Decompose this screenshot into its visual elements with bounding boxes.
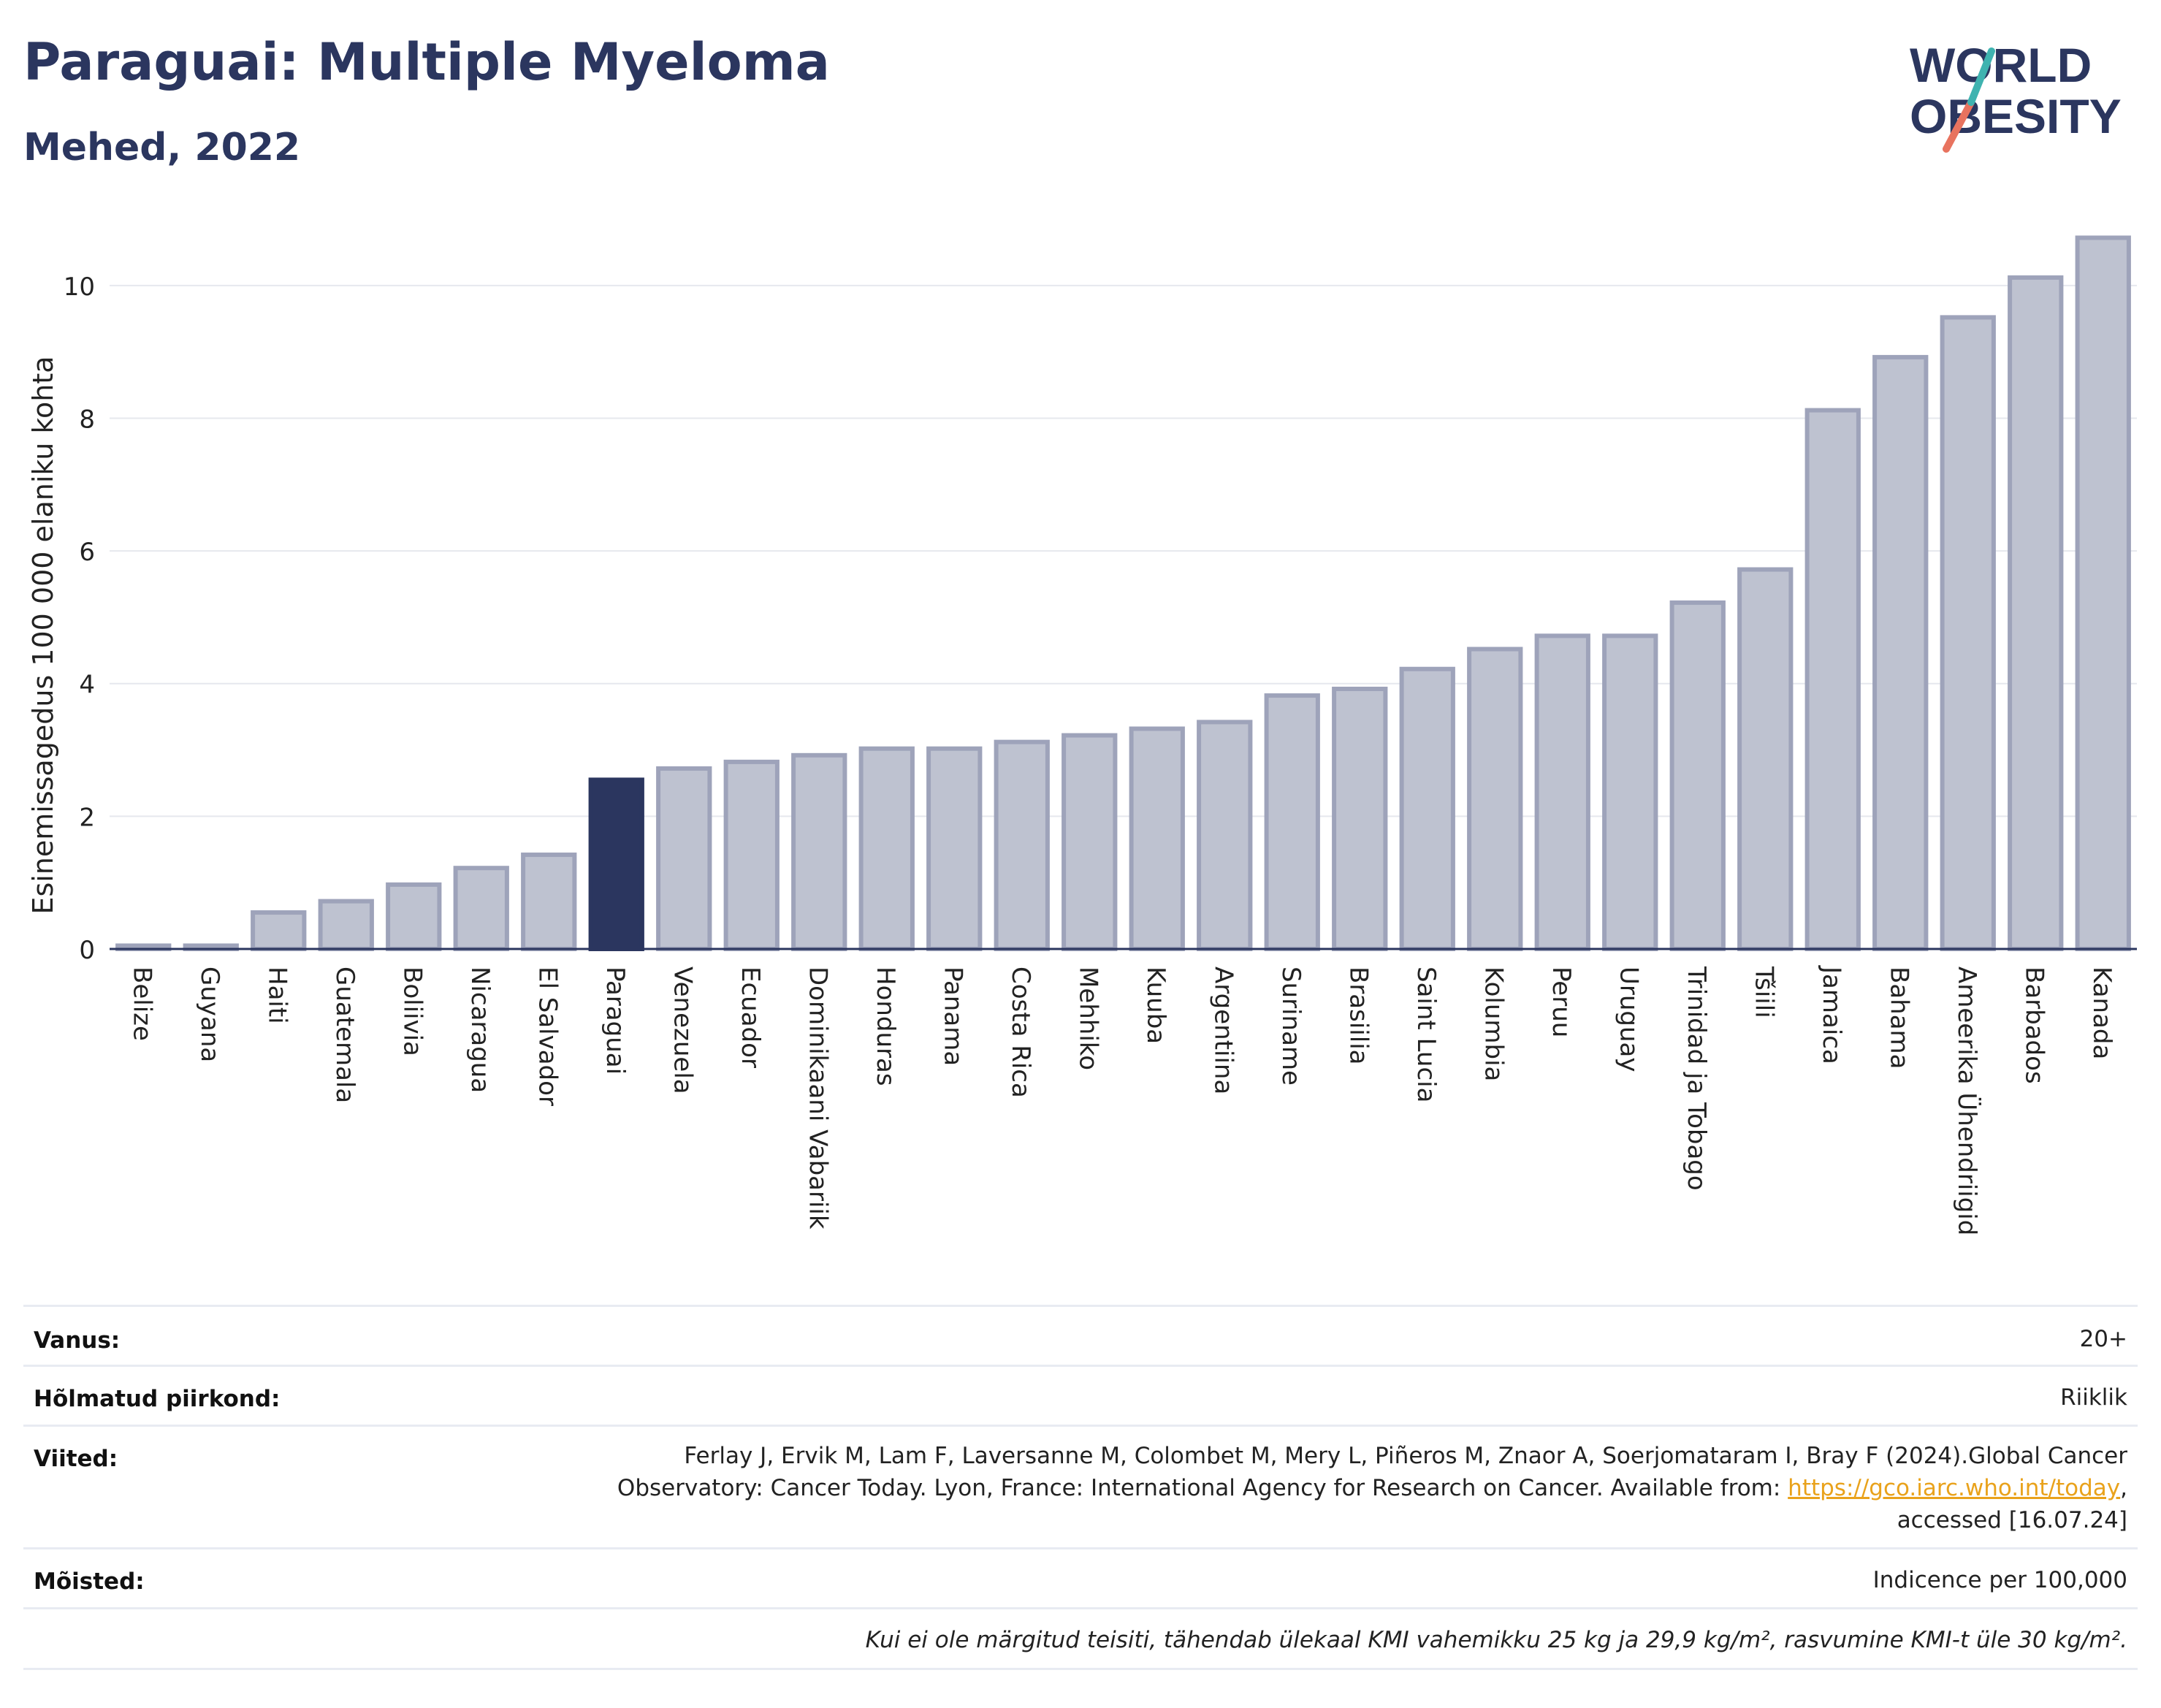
y-tick-label: 0 (79, 936, 95, 965)
bar-uruguay (1602, 633, 1658, 951)
x-tick-label: Belize (127, 967, 156, 1041)
x-tick-label: Kanada (2087, 967, 2116, 1059)
bar-panama (926, 746, 983, 951)
region-label: Hõlmatud piirkond: (34, 1386, 281, 1412)
bar-jamaica (1804, 408, 1861, 952)
y-tick-label: 10 (64, 272, 95, 302)
x-tick-label: Guyana (195, 967, 224, 1062)
world-obesity-logo: WORLD OBESITY (1910, 38, 2122, 153)
region-value: Riiklik (2060, 1384, 2127, 1411)
bar-paraguai (588, 777, 644, 951)
x-tick-label: Tšiili (1749, 966, 1778, 1018)
footnote: Kui ei ole märgitud teisiti, tähendab ül… (865, 1627, 2127, 1653)
bar-trinidad-ja-tobago (1669, 600, 1726, 951)
bar-ecuador (723, 759, 780, 951)
x-tick-label: Panama (938, 967, 967, 1066)
x-tick-label: Suriname (1276, 967, 1306, 1086)
x-tick-labels: Belize Guyana Haiti Guatemala Boliivia Nicara… (127, 965, 2116, 1235)
page-subtitle: Mehed, 2022 (23, 126, 301, 169)
x-tick-label: Haiti (262, 967, 291, 1024)
bar-bahama (1872, 354, 1929, 952)
x-tick-label: Mehhiko (1073, 967, 1102, 1070)
bar-venezuela (656, 766, 712, 951)
bar-chart: 0 2 4 6 8 10 Belize Guyana Haiti Guatemala Boliiv… (27, 235, 2137, 1235)
x-tick-label: Kolumbia (1479, 967, 1508, 1081)
metadata-table: Vanus: 20+ Hõlmatud piirkond: Riiklik Vi… (23, 1305, 2138, 1677)
x-tick-label: Nicaragua (465, 967, 495, 1093)
x-tick-label: Saint Lucia (1411, 967, 1441, 1102)
y-tick-labels: 0 2 4 6 8 10 (64, 272, 95, 965)
bar-nicaragua (453, 866, 509, 952)
references-label: Viited: (34, 1446, 118, 1472)
definitions-label: Mõisted: (34, 1568, 145, 1595)
logo-slash-teal (1967, 47, 1995, 106)
age-value: 20+ (2079, 1326, 2127, 1352)
bar-kanada (2075, 235, 2131, 952)
meta-row-region: Hõlmatud piirkond: Riiklik (23, 1365, 2138, 1425)
x-tick-label: Brasiilia (1344, 967, 1373, 1064)
x-tick-label: Trinidad ja Tobago (1682, 966, 1711, 1191)
bar-honduras (858, 746, 915, 951)
bar-argentiina (1197, 720, 1253, 951)
x-tick-label: Boliivia (397, 967, 427, 1056)
bar-kolumbia (1467, 647, 1523, 951)
x-tick-label: Jamaica (1817, 965, 1846, 1064)
page-title: Paraguai: Multiple Myeloma (23, 32, 830, 92)
age-label: Vanus: (34, 1327, 121, 1354)
meta-row-age: Vanus: 20+ (23, 1305, 2138, 1365)
references-link[interactable]: https://gco.iarc.who.int/today (1788, 1475, 2121, 1501)
bar-mehhiko (1062, 733, 1118, 951)
bar-guatemala (318, 899, 374, 951)
references-line3: accessed [16.07.24] (1897, 1507, 2127, 1533)
logo-slash-coral (1943, 99, 1975, 153)
x-tick-label: Barbados (2019, 967, 2048, 1084)
bar-barbados (2008, 275, 2064, 952)
x-tick-label: Ecuador (736, 967, 765, 1068)
bar-saint-lucia (1399, 666, 1455, 951)
y-tick-label: 2 (79, 803, 95, 832)
bar-suriname (1264, 693, 1320, 951)
meta-row-references: Viited: Ferlay J, Ervik M, Lam F, Lavers… (23, 1425, 2138, 1548)
bar-el-salvador (521, 853, 577, 952)
logo-line2: OBESITY (1910, 89, 2122, 143)
x-tick-label: El Salvador (533, 967, 562, 1106)
x-tick-label: Peruu (1547, 967, 1576, 1037)
x-tick-label: Honduras (871, 967, 900, 1086)
x-tick-label: Ameerika Ühendriigid (1952, 967, 1982, 1235)
logo-line1: WORLD (1910, 38, 2092, 92)
x-tick-label: Bahama (1884, 967, 1913, 1070)
references-value: Ferlay J, Ervik M, Lam F, Laversanne M, … (617, 1440, 2127, 1536)
bar-costa-rica (994, 739, 1050, 951)
definitions-value: Indicence per 100,000 (1872, 1567, 2127, 1593)
bar-dominikaani-vabariik (791, 752, 847, 951)
x-tick-label: Kuuba (1141, 967, 1170, 1044)
bar-ameerika-hendriigid (1940, 315, 1996, 952)
bar-brasiilia (1332, 686, 1388, 951)
references-line2: Observatory: Cancer Today. Lyon, France:… (617, 1475, 2127, 1501)
x-tick-label: Uruguay (1614, 967, 1643, 1072)
meta-row-note: Kui ei ole märgitud teisiti, tähendab ül… (23, 1607, 2138, 1670)
x-tick-label: Guatemala (330, 967, 359, 1103)
x-tick-label: Venezuela (668, 967, 697, 1094)
bar-haiti (251, 910, 307, 951)
x-tick-label: Dominikaani Vabariik (803, 967, 832, 1229)
bar-t-iili (1737, 567, 1794, 951)
meta-row-definitions: Mõisted: Indicence per 100,000 (23, 1547, 2138, 1608)
x-tick-label: Costa Rica (1006, 967, 1035, 1098)
bar-peruu (1534, 633, 1590, 951)
bar-kuuba (1129, 726, 1185, 951)
y-tick-label: 8 (79, 405, 95, 434)
bars (115, 235, 2131, 952)
y-axis-label: Esinemissagedus 100 000 elaniku kohta (27, 356, 59, 914)
references-line1: Ferlay J, Ervik M, Lam F, Laversanne M, … (684, 1443, 2127, 1469)
y-tick-label: 6 (79, 538, 95, 567)
x-tick-label: Paraguai (601, 967, 630, 1075)
bar-boliivia (386, 882, 442, 952)
x-tick-label: Argentiina (1208, 967, 1238, 1094)
y-tick-label: 4 (79, 671, 95, 700)
